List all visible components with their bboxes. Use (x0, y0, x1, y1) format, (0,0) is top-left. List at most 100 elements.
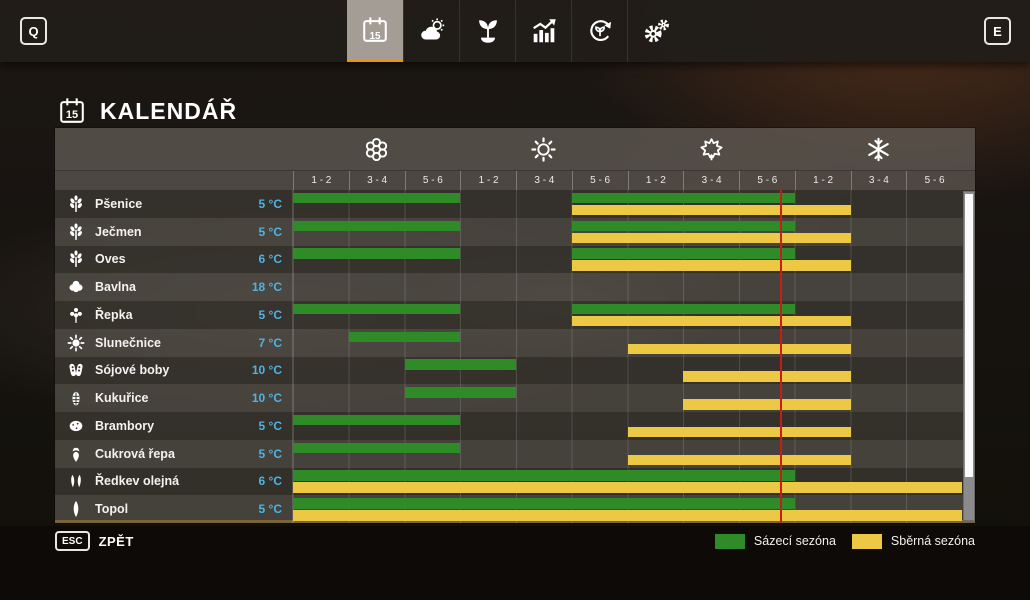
scrollbar-thumb[interactable] (965, 194, 973, 477)
crop-row-potato[interactable]: Brambory 5 °C (55, 412, 975, 440)
harvest-season-bar (627, 426, 851, 438)
harvest-season-bar (571, 232, 851, 244)
crop-row-corn[interactable]: Kukuřice 10 °C (55, 384, 975, 412)
planting-season-bar (293, 414, 461, 426)
crop-germination-temperature: 5 °C (258, 446, 282, 461)
crop-rows: Pšenice 5 °C Ječmen 5 °C Oves 6 °C Bavlna 18 °C… (55, 190, 975, 523)
planting-season-bar (571, 248, 795, 259)
hotkey-q-badge[interactable]: Q (20, 17, 47, 45)
crop-name: Sójové boby (95, 363, 170, 378)
cotton-icon (67, 278, 85, 296)
season-winter (795, 128, 962, 170)
gears-icon (641, 16, 671, 46)
crop-season-chart (293, 495, 962, 523)
scrollbar[interactable] (963, 191, 975, 521)
crop-row-sunflower[interactable]: Slunečnice 7 °C (55, 328, 975, 357)
hotkey-e-badge[interactable]: E (984, 17, 1011, 45)
crop-row-oilseed-radish[interactable]: Ředkev olejná 6 °C (55, 467, 975, 496)
crop-label: Bavlna 18 °C (55, 273, 293, 301)
crop-row-sugar-beet[interactable]: Cukrová řepa 5 °C (55, 439, 975, 468)
weather-icon (417, 16, 447, 46)
page-title: KALENDÁŘ (100, 97, 238, 124)
chart-icon (529, 16, 559, 46)
snowflake-icon (865, 136, 892, 163)
crop-germination-temperature: 7 °C (258, 335, 282, 350)
season-summer (460, 128, 627, 170)
crop-season-chart (293, 190, 962, 218)
crop-row-canola[interactable]: Řepka 5 °C (55, 301, 975, 329)
crop-row-poplar[interactable]: Topol 5 °C (55, 495, 975, 523)
crop-name: Brambory (95, 418, 155, 433)
crop-name: Bavlna (95, 280, 136, 295)
planting-season-bar (571, 192, 795, 204)
tab-prices[interactable] (515, 0, 571, 62)
esc-key-badge: ESC (55, 531, 90, 551)
crop-season-chart (293, 328, 962, 357)
crop-germination-temperature: 6 °C (258, 252, 282, 267)
period-label: 1 - 2 (794, 171, 851, 190)
calendar-day-number: 15 (65, 109, 79, 121)
crop-season-chart (293, 245, 962, 274)
crop-season-chart (293, 301, 962, 329)
tab-rotation[interactable] (571, 0, 627, 62)
planting-season-bar (404, 387, 516, 398)
crop-name: Kukuřice (95, 391, 149, 406)
crop-germination-temperature: 10 °C (251, 363, 282, 378)
crop-label: Ředkev olejná 6 °C (55, 467, 293, 496)
crop-name: Oves (95, 252, 126, 267)
period-label: 1 - 2 (627, 171, 684, 190)
tab-settings[interactable] (627, 0, 683, 62)
crop-label: Slunečnice 7 °C (55, 328, 293, 357)
legend-item: Sázecí sezóna (714, 533, 836, 549)
crop-season-chart (293, 273, 962, 301)
harvest-season-bar (293, 510, 962, 521)
harvest-season-bar (683, 371, 851, 382)
crop-germination-temperature: 10 °C (251, 391, 282, 406)
harvest-season-bar (627, 343, 851, 355)
planting-season-bar (571, 303, 795, 315)
period-label: 3 - 4 (348, 171, 405, 190)
crop-name: Řepka (95, 307, 133, 322)
sunflower-icon (67, 334, 85, 352)
back-label: ZPĚT (98, 533, 134, 549)
legend-label: Sázecí sezóna (753, 534, 836, 548)
period-label: 5 - 6 (571, 171, 628, 190)
season-autumn (628, 128, 795, 170)
crop-name: Ředkev olejná (95, 474, 180, 489)
crop-row-oats[interactable]: Oves 6 °C (55, 245, 975, 274)
period-label: 5 - 6 (739, 171, 795, 190)
flower-icon (363, 136, 390, 163)
tab-calendar[interactable]: 15 (347, 0, 403, 62)
calendar-icon (360, 15, 390, 45)
planting-season-bar (293, 303, 461, 315)
harvest-season-bar (571, 260, 851, 271)
crop-germination-temperature: 5 °C (258, 224, 282, 239)
crop-germination-temperature: 5 °C (258, 502, 282, 517)
poplar-icon (67, 500, 85, 518)
crop-season-chart (293, 217, 962, 246)
crop-row-soybean[interactable]: Sójové boby 10 °C (55, 356, 975, 385)
sun-icon (530, 136, 557, 163)
legend-swatch (714, 533, 745, 549)
crop-row-wheat[interactable]: Pšenice 5 °C (55, 190, 975, 218)
crop-label: Sójové boby 10 °C (55, 356, 293, 385)
soybean-icon (67, 361, 85, 379)
legend-label: Sběrná sezóna (890, 534, 975, 548)
crop-row-barley[interactable]: Ječmen 5 °C (55, 217, 975, 246)
crop-label: Topol 5 °C (55, 495, 293, 523)
top-bar: Q 15 E (0, 0, 1030, 62)
back-button[interactable]: ESC ZPĚT (55, 531, 134, 551)
planting-season-bar (293, 192, 461, 204)
tab-crops[interactable] (459, 0, 515, 62)
legend-item: Sběrná sezóna (851, 533, 975, 549)
wheat-icon (67, 195, 85, 213)
planting-season-bar (348, 331, 461, 343)
period-label: 5 - 6 (404, 171, 461, 190)
oilseed-radish-icon (67, 472, 85, 490)
menu-tabs: 15 (347, 0, 683, 62)
maple-leaf-icon (698, 136, 725, 163)
crop-row-cotton[interactable]: Bavlna 18 °C (55, 273, 975, 301)
tab-weather[interactable] (403, 0, 459, 62)
crop-germination-temperature: 5 °C (258, 418, 282, 433)
